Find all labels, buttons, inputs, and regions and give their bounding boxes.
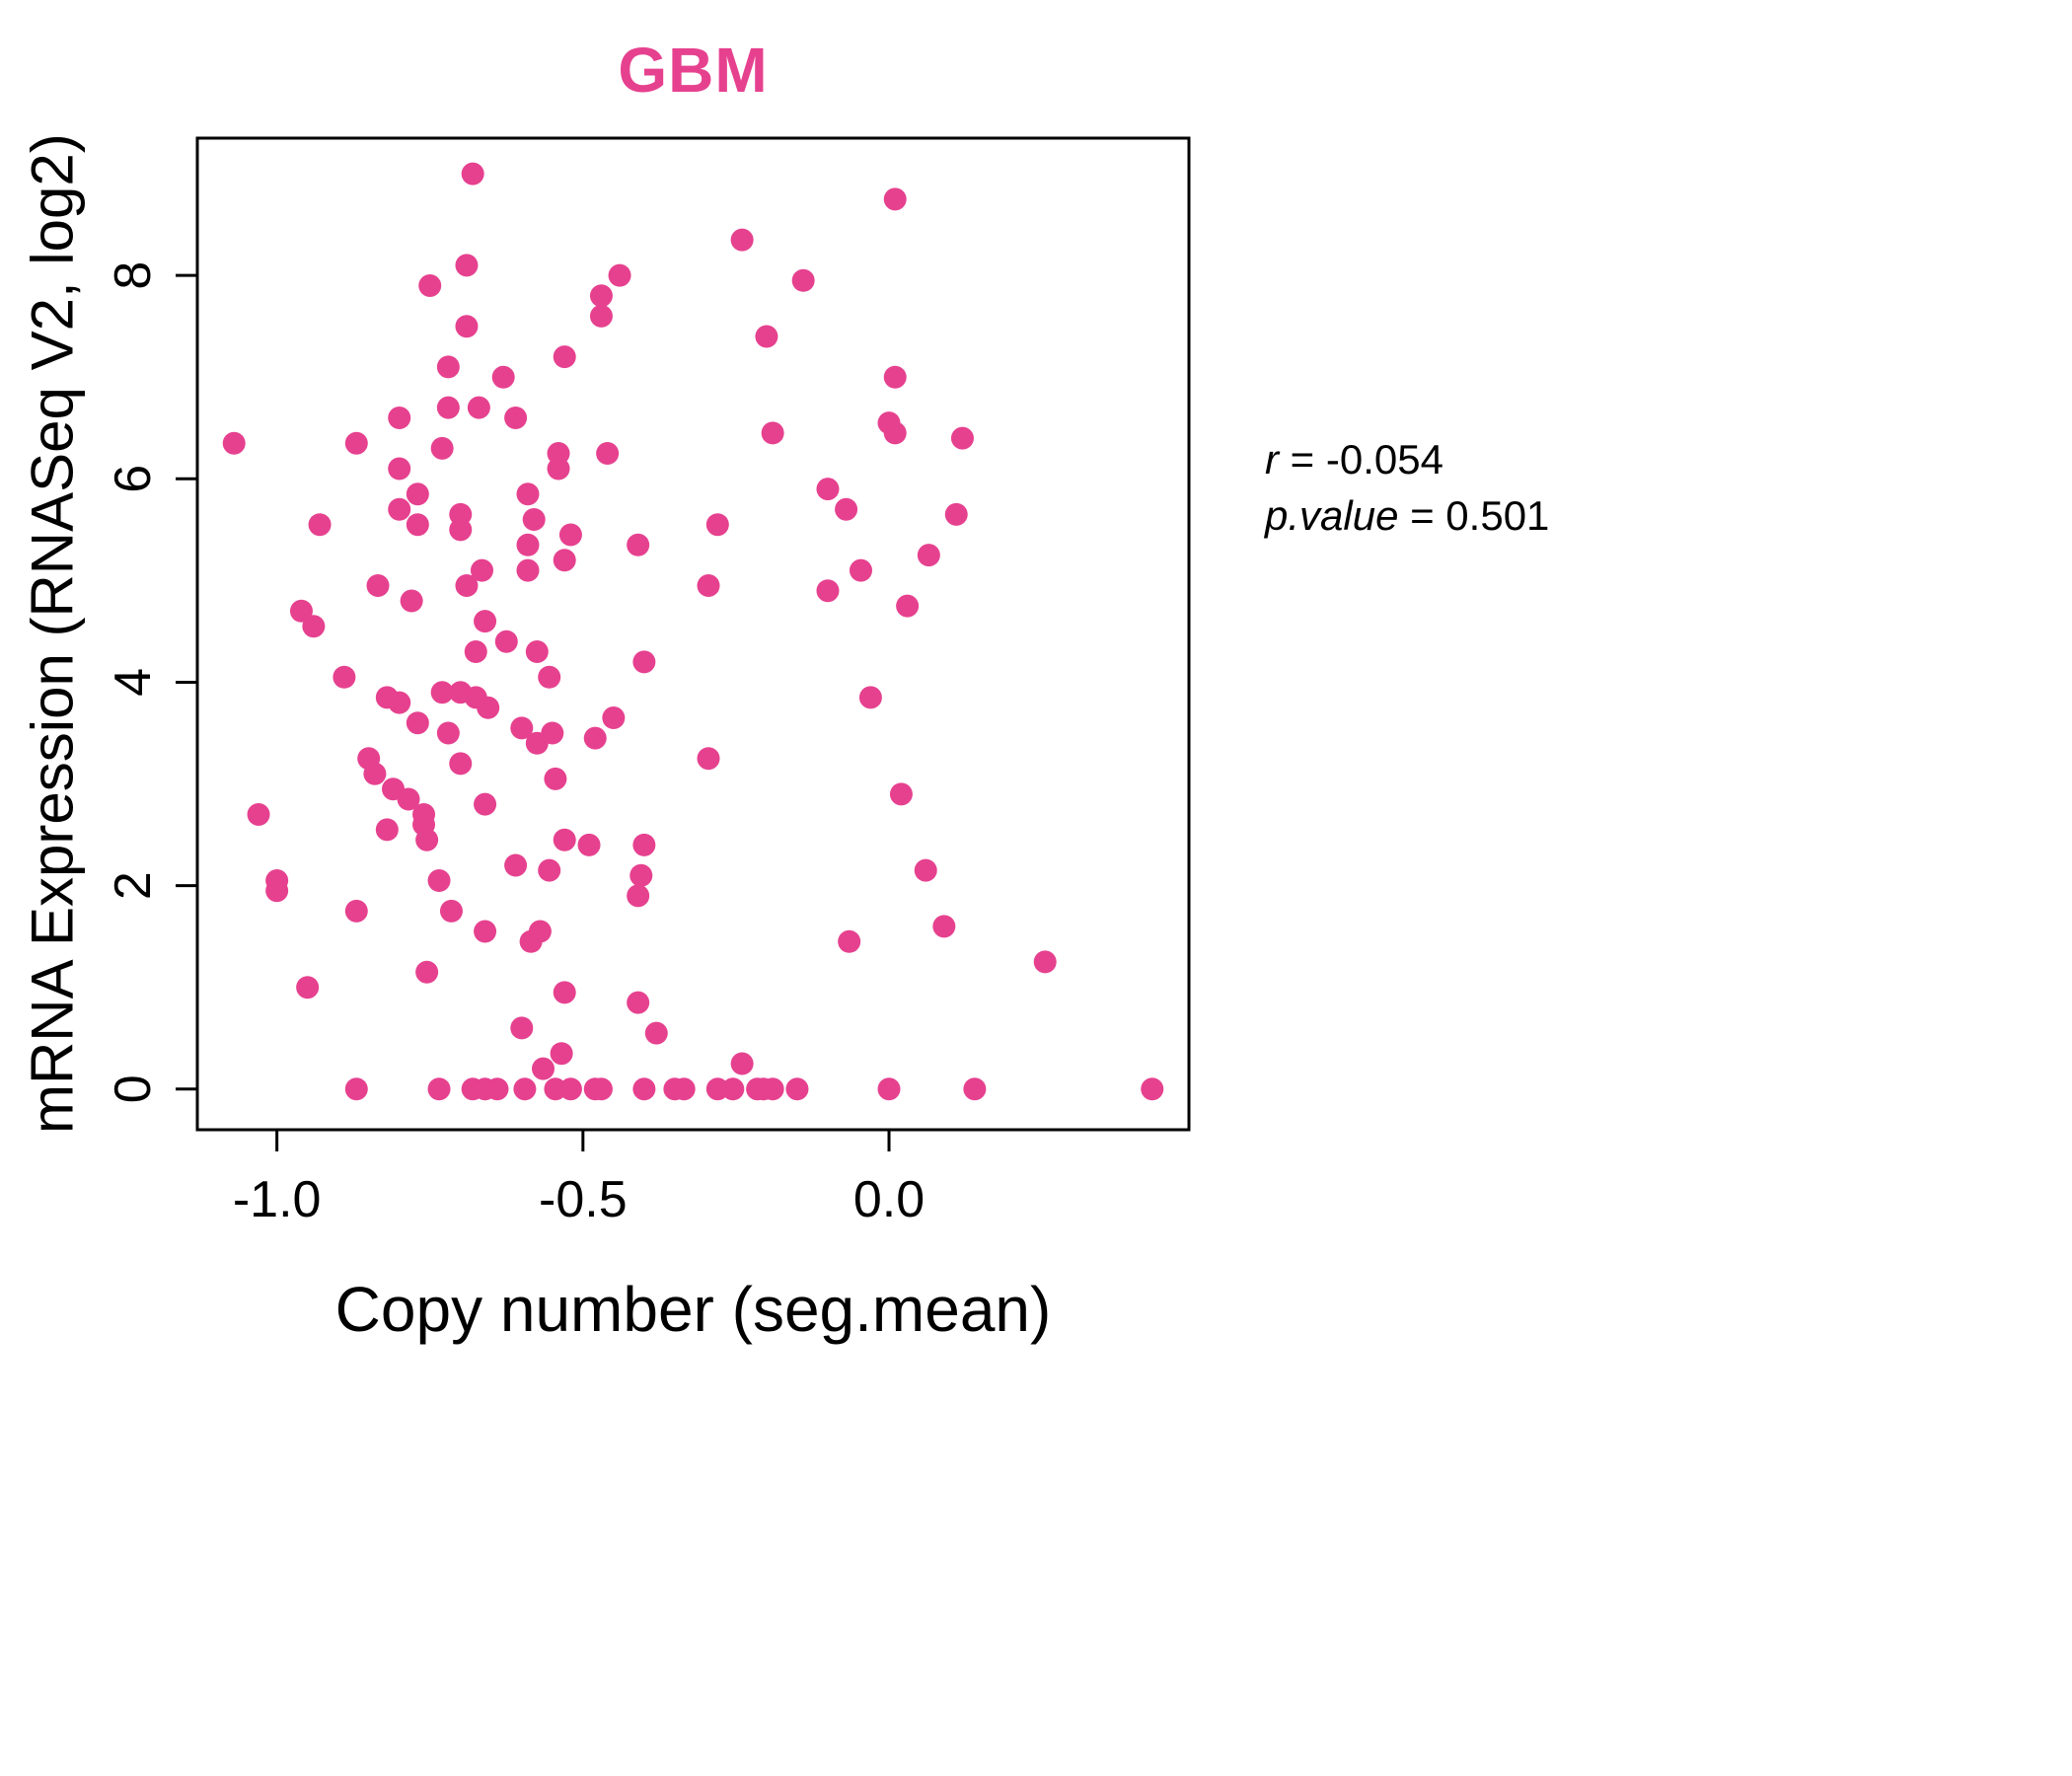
svg-text:0: 0	[105, 1074, 162, 1103]
svg-text:8: 8	[105, 261, 162, 290]
r-value: = -0.054	[1279, 436, 1443, 482]
stats-annotation: r = -0.054 p.value = 0.501	[1265, 432, 1549, 544]
svg-text:6: 6	[105, 465, 162, 493]
svg-text:-0.5: -0.5	[539, 1171, 628, 1228]
svg-text:2: 2	[105, 871, 162, 900]
svg-text:0.0: 0.0	[853, 1171, 925, 1228]
x-axis-label: Copy number (seg.mean)	[334, 1274, 1052, 1345]
svg-text:-1.0: -1.0	[233, 1171, 322, 1228]
pvalue-value: = 0.501	[1398, 491, 1550, 539]
y-axis-label: mRNA Expression (RNASeq V2, log2)	[19, 133, 86, 1135]
correlation-line: r = -0.054	[1265, 432, 1549, 488]
svg-text:4: 4	[105, 668, 162, 697]
chart-title: GBM	[618, 35, 769, 106]
r-label: r	[1265, 436, 1279, 482]
pvalue-label: p.value	[1265, 491, 1399, 539]
pvalue-line: p.value = 0.501	[1265, 488, 1549, 545]
